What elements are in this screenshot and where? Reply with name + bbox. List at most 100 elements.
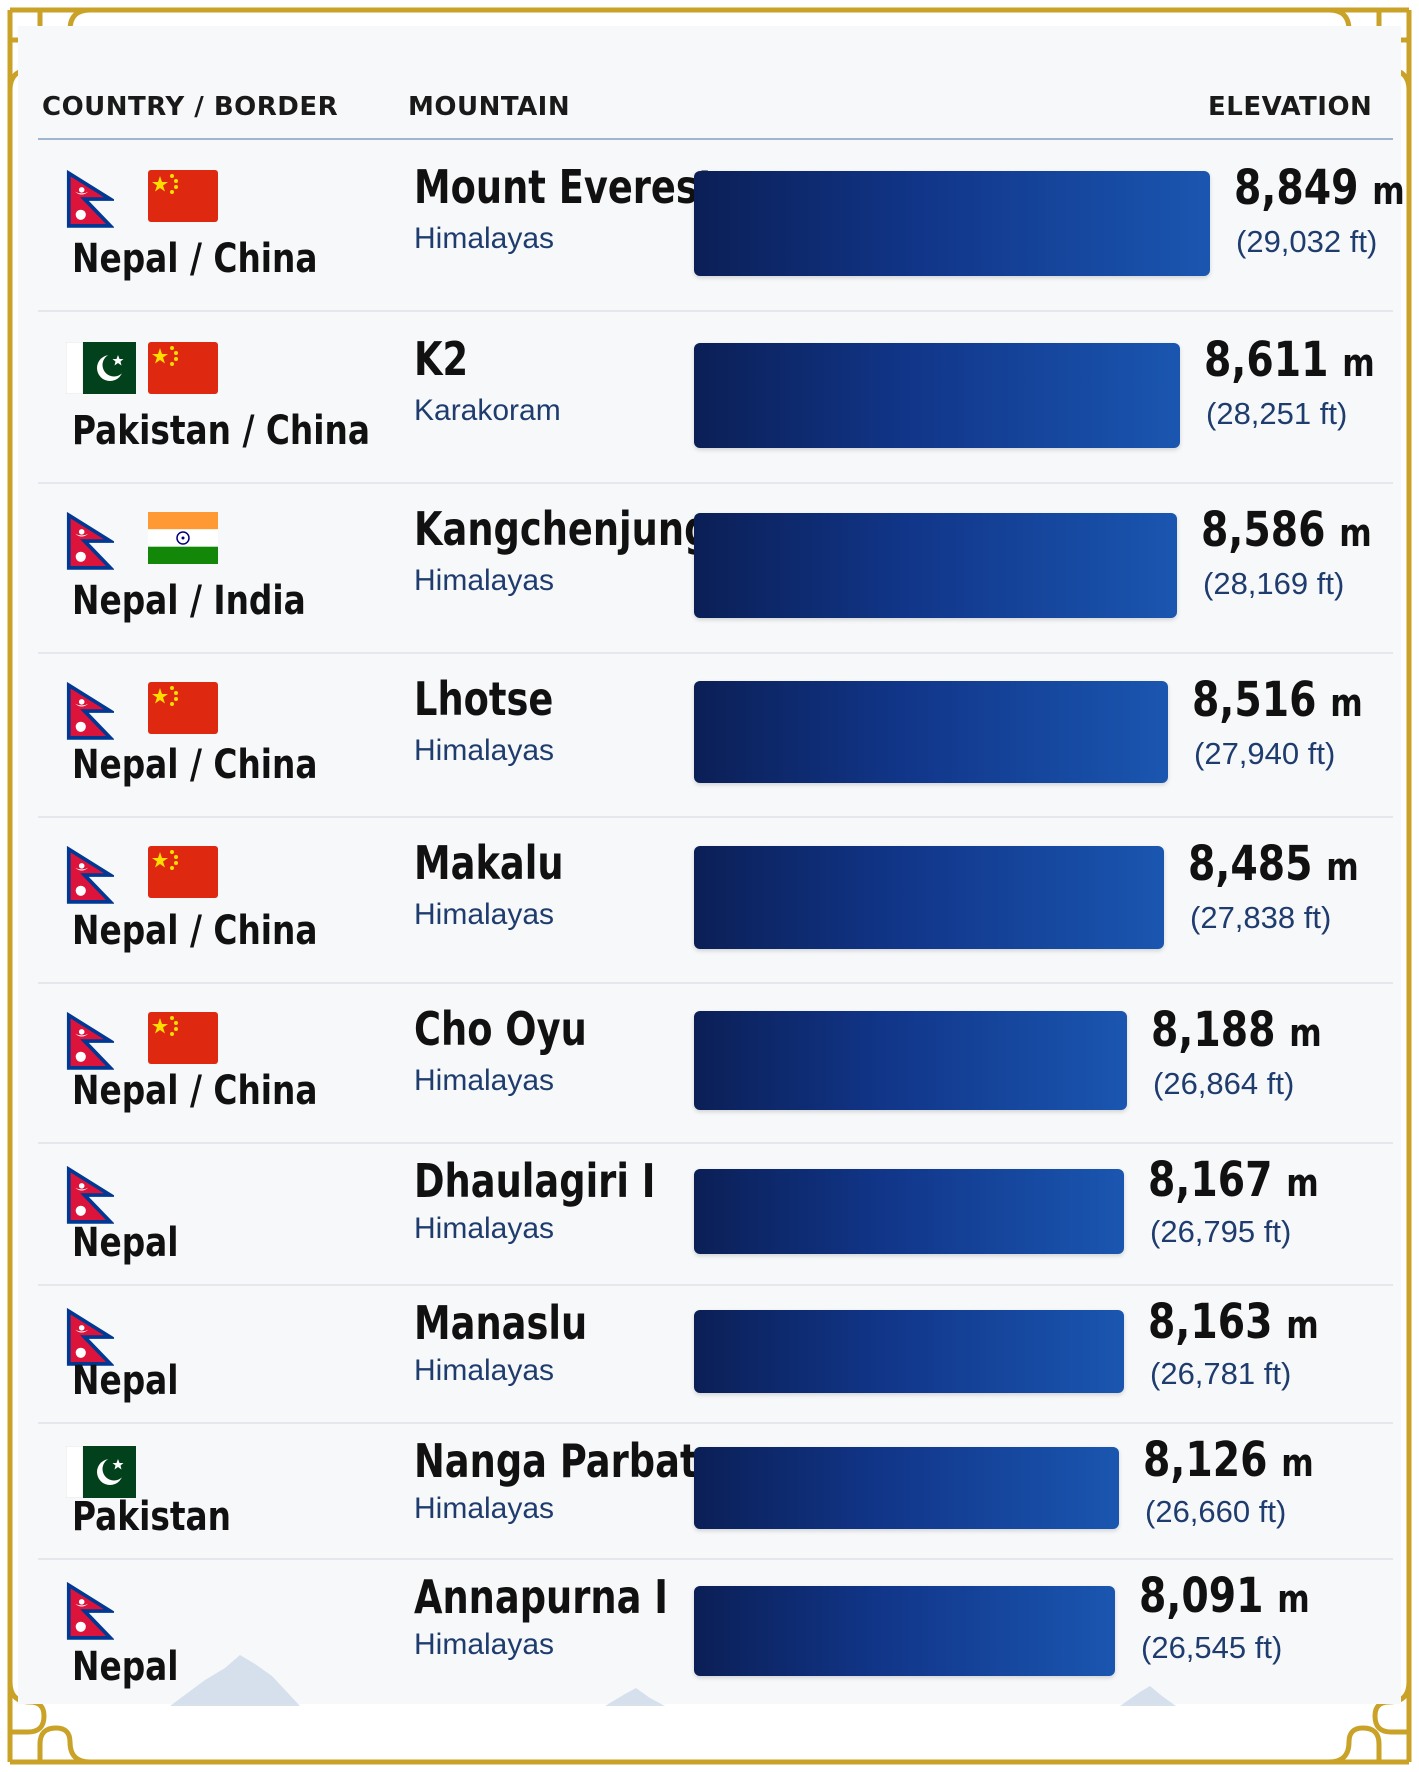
mountain-name: K2 (414, 332, 469, 386)
elevation-unit: m (1289, 1011, 1322, 1055)
country-label: Nepal / China (72, 236, 318, 282)
elevation-feet: (27,838 ft) (1190, 900, 1332, 935)
range-label: Himalayas (414, 1064, 555, 1097)
header-mountain: MOUNTAIN (408, 92, 571, 122)
mountain-row: Nepal / China Cho Oyu Himalayas 8,188 m (26,… (38, 984, 1393, 1144)
china-flag-icon (148, 846, 218, 898)
elevation-bar (694, 1169, 1124, 1254)
header-country-border: COUNTRY / BORDER (42, 92, 339, 122)
header-divider (38, 138, 1393, 140)
elevation-value: 8,126 (1143, 1432, 1268, 1488)
range-label: Himalayas (414, 1212, 555, 1245)
country-label: Nepal (72, 1644, 179, 1690)
range-label: Himalayas (414, 1492, 555, 1525)
row-divider (38, 816, 1393, 818)
elevation-feet: (26,660 ft) (1145, 1494, 1287, 1529)
mountain-row: Nepal / China Mount Everest Himalayas 8,849… (38, 142, 1405, 312)
elevation-bar (694, 513, 1177, 618)
country-label: Nepal / India (72, 578, 306, 624)
elevation-feet: (27,940 ft) (1194, 736, 1336, 771)
elevation-meters: 8,849 m (1234, 160, 1405, 216)
country-label: Pakistan (72, 1494, 232, 1540)
elevation-feet: (28,169 ft) (1203, 566, 1345, 601)
row-divider (38, 482, 1393, 484)
elevation-unit: m (1286, 1161, 1319, 1205)
elevation-bar (694, 1586, 1115, 1676)
mountain-name: Lhotse (414, 672, 554, 726)
range-label: Himalayas (414, 734, 555, 767)
country-label: Pakistan / China (72, 408, 371, 454)
header-elevation: ELEVATION (1208, 92, 1373, 122)
row-divider (38, 1558, 1393, 1560)
mountain-name: Annapurna I (414, 1570, 668, 1624)
elevation-feet: (26,545 ft) (1141, 1630, 1283, 1665)
mountain-row: Nepal / China Makalu Himalayas 8,485 m (27,8… (38, 818, 1393, 984)
china-flag-icon (148, 170, 218, 222)
range-label: Karakoram (414, 394, 561, 427)
elevation-unit: m (1339, 511, 1372, 555)
elevation-value: 8,163 (1148, 1294, 1273, 1350)
nepal-flag-icon (66, 511, 117, 572)
elevation-unit: m (1342, 341, 1375, 385)
elevation-value: 8,091 (1139, 1568, 1264, 1624)
elevation-bar (694, 846, 1164, 949)
elevation-value: 8,485 (1188, 836, 1313, 892)
nepal-flag-icon (66, 681, 117, 742)
mountain-name: Dhaulagiri I (414, 1154, 656, 1208)
elevation-feet: (26,781 ft) (1150, 1356, 1292, 1391)
elevation-unit: m (1372, 169, 1405, 213)
elevation-value: 8,516 (1192, 672, 1317, 728)
mountain-name: Manaslu (414, 1296, 588, 1350)
row-divider (38, 1284, 1393, 1286)
elevation-bar (694, 1310, 1124, 1393)
elevation-value: 8,849 (1234, 160, 1359, 216)
elevation-meters: 8,163 m (1148, 1294, 1319, 1350)
elevation-meters: 8,188 m (1151, 1002, 1322, 1058)
elevation-unit: m (1326, 845, 1359, 889)
india-flag-icon (148, 512, 218, 564)
country-label: Nepal / China (72, 742, 318, 788)
range-label: Himalayas (414, 1354, 555, 1387)
elevation-unit: m (1277, 1577, 1310, 1621)
mountain-row: Nepal Manaslu Himalayas 8,163 m (26,781 ft) (38, 1286, 1393, 1424)
mountain-row: Pakistan / China K2 Karakoram 8,611 m (28,25… (38, 314, 1393, 484)
row-divider (38, 982, 1393, 984)
range-label: Himalayas (414, 222, 555, 255)
mountain-row: Nepal / China Lhotse Himalayas 8,516 m (27,9… (38, 654, 1393, 818)
elevation-value: 8,188 (1151, 1002, 1276, 1058)
elevation-meters: 8,485 m (1188, 836, 1359, 892)
pakistan-flag-icon (65, 1445, 136, 1499)
mountain-name: Kangchenjunga (414, 502, 736, 556)
nepal-flag-icon (66, 1307, 117, 1368)
elevation-feet: (26,795 ft) (1150, 1214, 1292, 1249)
row-divider (38, 1422, 1393, 1424)
country-label: Nepal (72, 1220, 179, 1266)
mountain-row: Nepal Dhaulagiri I Himalayas 8,167 m (26,795… (38, 1144, 1393, 1286)
pakistan-flag-icon (65, 341, 136, 395)
range-label: Himalayas (414, 1628, 555, 1661)
nepal-flag-icon (66, 845, 117, 906)
nepal-flag-icon (66, 1011, 117, 1072)
row-divider (38, 310, 1393, 312)
row-divider (38, 652, 1393, 654)
elevation-bar (694, 1447, 1119, 1529)
elevation-value: 8,611 (1204, 332, 1329, 388)
nepal-flag-icon (66, 1165, 117, 1226)
elevation-meters: 8,091 m (1139, 1568, 1310, 1624)
mountain-name: Mount Everest (414, 160, 716, 214)
elevation-bar (694, 343, 1180, 448)
china-flag-icon (148, 1012, 218, 1064)
elevation-unit: m (1286, 1303, 1319, 1347)
country-label: Nepal / China (72, 908, 318, 954)
range-label: Himalayas (414, 898, 555, 931)
country-label: Nepal (72, 1358, 179, 1404)
elevation-feet: (29,032 ft) (1236, 224, 1378, 259)
elevation-meters: 8,516 m (1192, 672, 1363, 728)
elevation-meters: 8,586 m (1201, 502, 1372, 558)
mountain-row: Nepal Annapurna I Himalayas 8,091 m (26,545 … (38, 1560, 1393, 1710)
elevation-unit: m (1281, 1441, 1314, 1485)
row-divider (38, 1142, 1393, 1144)
nepal-flag-icon (66, 169, 117, 230)
china-flag-icon (148, 342, 218, 394)
china-flag-icon (148, 682, 218, 734)
